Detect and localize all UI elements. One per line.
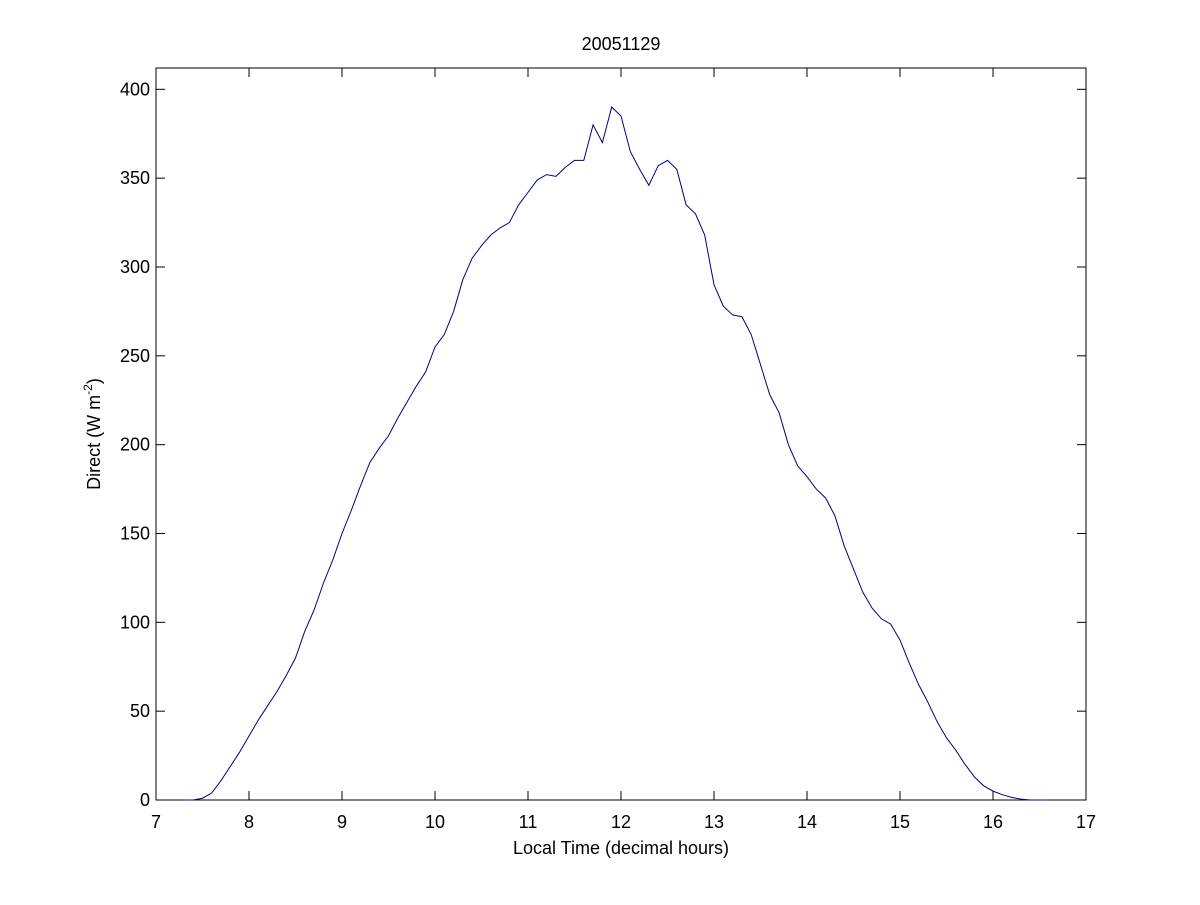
x-tick-label: 12 — [611, 812, 631, 832]
x-tick-label: 11 — [519, 812, 538, 832]
x-tick-label: 10 — [425, 812, 445, 832]
x-axis-label: Local Time (decimal hours) — [513, 838, 729, 858]
y-axis-label-exponent: -2 — [81, 384, 95, 395]
plot-box — [155, 67, 1087, 801]
y-tick-label: 400 — [120, 79, 150, 99]
x-tick-label: 16 — [983, 812, 1003, 832]
y-tick-label: 300 — [120, 257, 150, 277]
y-axis-label-main: Direct (W m — [84, 395, 104, 490]
y-tick-label: 150 — [120, 523, 150, 543]
x-tick-label: 8 — [244, 812, 254, 832]
chart-title: 20051129 — [582, 34, 661, 54]
x-tick-label: 13 — [704, 812, 724, 832]
y-tick-label: 250 — [120, 346, 150, 366]
x-tick-label: 14 — [797, 812, 817, 832]
x-tick-label: 15 — [890, 812, 910, 832]
data-line — [183, 106, 1049, 801]
x-tick-label: 9 — [337, 812, 347, 832]
y-tick-label: 100 — [120, 612, 150, 632]
x-tick-label: 17 — [1076, 812, 1096, 832]
y-tick-label: 350 — [120, 168, 150, 188]
y-axis-label: Direct (W m-2) — [81, 378, 104, 490]
y-axis-label-close: ) — [84, 378, 104, 384]
y-tick-label: 200 — [120, 435, 150, 455]
y-tick-label: 0 — [140, 790, 150, 810]
x-tick-label: 7 — [151, 812, 161, 832]
y-tick-label: 50 — [130, 701, 150, 721]
